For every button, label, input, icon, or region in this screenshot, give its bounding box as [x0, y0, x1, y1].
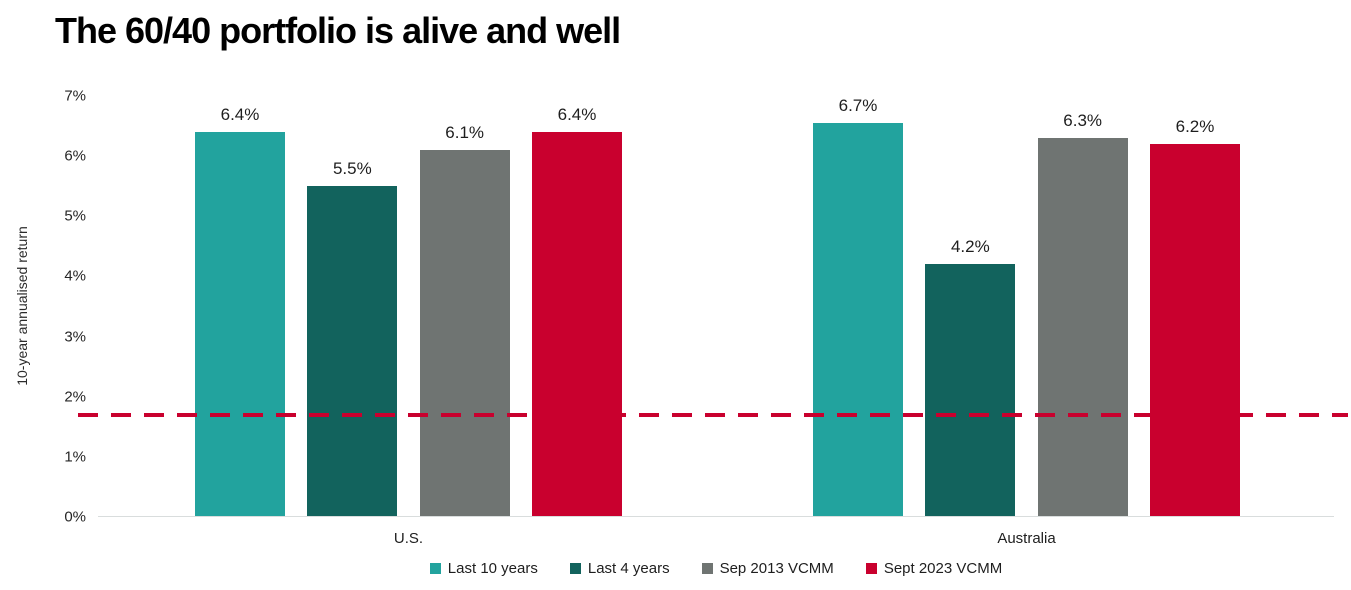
bar-value-label: 6.4%	[220, 105, 260, 125]
bar	[1149, 144, 1240, 517]
bar-cell: 6.4%	[531, 96, 622, 517]
bar-value-label: 6.7%	[838, 96, 878, 115]
legend-swatch-icon	[569, 563, 581, 574]
bar-value-label: 4.2%	[950, 237, 990, 257]
y-tick-label: 7%	[64, 87, 86, 105]
x-category-label: U.S.	[393, 530, 424, 547]
legend-item: Last 10 years	[429, 560, 538, 577]
bar	[1037, 138, 1128, 517]
legend-label: Last 4 years	[587, 560, 670, 577]
legend: Last 10 years Last 4 years Sep 2013 VCMM Se…	[98, 560, 1334, 577]
bar-value-label: 6.2%	[1175, 117, 1215, 137]
bar	[925, 264, 1016, 517]
legend-label: Sep 2013 VCMM	[719, 560, 834, 577]
legend-item: Sep 2013 VCMM	[701, 560, 834, 577]
bar	[813, 123, 903, 517]
legend-swatch-icon	[701, 563, 713, 574]
y-tick-label: 3%	[64, 328, 86, 346]
bar-value-label: 5.5%	[332, 159, 372, 179]
legend-item: Last 4 years	[569, 560, 670, 577]
bar-group-australia: 6.7% 4.2% 6.3% 6.2%	[813, 96, 1240, 517]
legend-swatch-icon	[865, 563, 877, 574]
x-category-label: Australia	[997, 530, 1056, 547]
y-tick-label: 4%	[64, 267, 86, 285]
bar-cell: 4.2%	[925, 96, 1016, 517]
y-tick-label: 2%	[64, 388, 86, 406]
bar-cell: 6.4%	[195, 96, 285, 517]
bar	[307, 186, 398, 517]
bar-value-label: 6.1%	[445, 123, 485, 143]
bar	[419, 150, 510, 517]
y-tick-label: 5%	[64, 207, 86, 225]
chart-title: The 60/40 portfolio is alive and well	[55, 10, 621, 51]
bar-value-label: 6.4%	[557, 105, 597, 125]
plot-area: 0% 1% 2% 3% 4% 5% 6% 7% 6.4% 5.5% 6.1% 6.4% 6.7% 4.2…	[64, 88, 1348, 547]
legend-swatch-icon	[429, 563, 441, 574]
legend-label: Sept 2023 VCMM	[883, 560, 1003, 577]
bar-cell: 6.2%	[1149, 96, 1240, 517]
y-axis-title: 10-year annualised return	[14, 226, 30, 386]
reference-line	[78, 412, 1348, 417]
legend-label: Last 10 years	[447, 560, 538, 577]
bar-value-label: 6.3%	[1063, 111, 1103, 131]
bar-cell: 5.5%	[307, 96, 398, 517]
bar	[531, 132, 622, 517]
y-tick-label: 6%	[64, 147, 86, 165]
x-axis-line	[98, 516, 1334, 517]
bar-cell: 6.3%	[1037, 96, 1128, 517]
bar-cell: 6.7%	[813, 96, 903, 517]
bar-group-u-s-: 6.4% 5.5% 6.1% 6.4%	[195, 96, 622, 517]
legend-item: Sept 2023 VCMM	[865, 560, 1003, 577]
bar	[195, 132, 285, 517]
y-tick-label: 0%	[64, 508, 86, 526]
bar-cell: 6.1%	[419, 96, 510, 517]
y-tick-label: 1%	[64, 448, 86, 466]
